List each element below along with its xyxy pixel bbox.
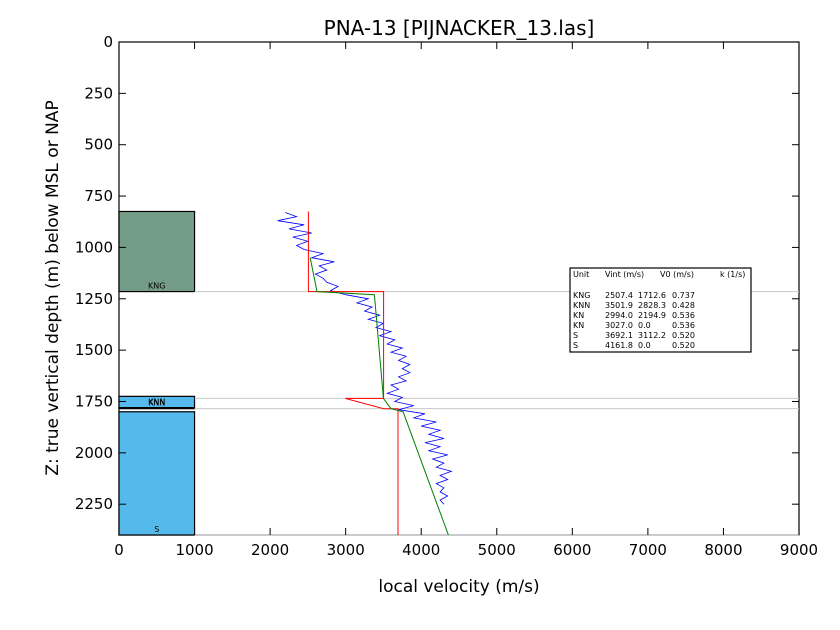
x-tick-label: 7000 <box>629 541 667 559</box>
table-cell: 0.737 <box>672 291 695 300</box>
table-header-unit: Unit <box>573 270 589 279</box>
table-cell: 3027.0 <box>605 321 633 330</box>
y-tick-label: 1750 <box>75 392 113 410</box>
table-cell: 0.0 <box>638 321 651 330</box>
y-tick-label: 250 <box>84 84 113 102</box>
velocity-series <box>277 211 453 536</box>
table-cell: 1712.6 <box>638 291 666 300</box>
velocity-table: Unit Vint (m/s) V0 (m/s) k (1/s) KNG 2507… <box>569 267 752 353</box>
table-header-k: k (1/s) <box>720 270 745 279</box>
table-cell: 0.520 <box>672 331 695 340</box>
velocity-table-rows: KNG 2507.4 1712.6 0.737 KNN 3501.9 2828.3 0.428… <box>573 291 695 350</box>
table-cell: 0.520 <box>672 341 695 350</box>
y-tick-label: 1250 <box>75 290 113 308</box>
axis-ticks: 0 1000 2000 3000 4000 5000 6000 7000 8000 9000 0 25… <box>75 33 818 559</box>
table-cell: 3501.9 <box>605 301 633 310</box>
chart-title: PNA-13 [PIJNACKER_13.las] <box>324 16 595 40</box>
x-axis-label: local velocity (m/s) <box>378 577 539 597</box>
series-line-2 <box>309 257 449 536</box>
x-tick-label: 3000 <box>327 541 365 559</box>
unit-label-knn: KNN <box>148 398 165 407</box>
unit-label-s: S <box>154 525 159 534</box>
table-cell: 3692.1 <box>605 331 633 340</box>
x-tick-label: 1000 <box>175 541 213 559</box>
table-cell: KN <box>573 321 584 330</box>
x-tick-label: 9000 <box>780 541 818 559</box>
table-header-v0: V0 (m/s) <box>660 270 694 279</box>
table-cell: 2194.9 <box>638 311 666 320</box>
x-tick-label: 2000 <box>251 541 289 559</box>
velocity-table-frame <box>569 267 752 353</box>
unit-label-knn: KNN <box>148 399 165 408</box>
y-tick-label: 1000 <box>75 238 113 256</box>
table-cell: 0.536 <box>672 321 695 330</box>
y-tick-label: 2000 <box>75 444 113 462</box>
y-tick-label: 0 <box>103 33 113 51</box>
y-tick-label: 500 <box>84 136 113 154</box>
table-cell: KN <box>573 311 584 320</box>
table-cell: 0.0 <box>638 341 651 350</box>
unit-block-kng <box>118 210 196 293</box>
table-cell: 3112.2 <box>638 331 666 340</box>
x-tick-label: 6000 <box>553 541 591 559</box>
x-tick-label: 5000 <box>478 541 516 559</box>
table-header-vint: Vint (m/s) <box>605 270 644 279</box>
table-cell: 2994.0 <box>605 311 633 320</box>
table-cell: KNG <box>573 291 590 300</box>
y-tick-label: 1500 <box>75 341 113 359</box>
x-tick-label: 4000 <box>402 541 440 559</box>
x-tick-label: 0 <box>114 541 124 559</box>
table-cell: 2828.3 <box>638 301 666 310</box>
unit-block-knn <box>118 407 196 410</box>
y-axis-label: Z: true vertical depth (m) below MSL or … <box>43 100 63 475</box>
table-cell: KNN <box>573 301 590 310</box>
table-cell: 0.428 <box>672 301 695 310</box>
unit-label-kng: KNG <box>148 282 165 291</box>
y-tick-label: 750 <box>84 187 113 205</box>
unit-block-s <box>118 411 196 536</box>
table-cell: 0.536 <box>672 311 695 320</box>
series-line-0 <box>277 212 453 505</box>
x-tick-label: 8000 <box>704 541 742 559</box>
table-cell: 4161.8 <box>605 341 633 350</box>
table-cell: S <box>573 341 578 350</box>
table-cell: 2507.4 <box>605 291 633 300</box>
table-cell: S <box>573 331 578 340</box>
y-tick-label: 2250 <box>75 495 113 513</box>
